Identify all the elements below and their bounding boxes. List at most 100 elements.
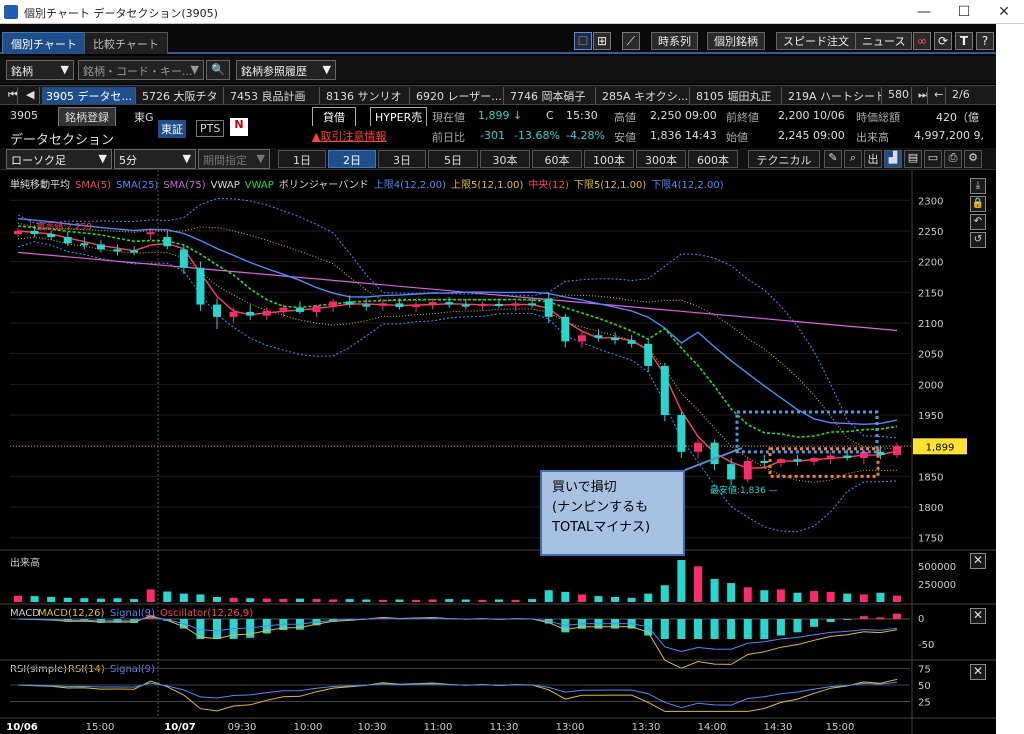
x-tick-label: 13:30 <box>632 722 661 733</box>
save-icon[interactable]: ▤ <box>904 150 922 168</box>
candle-body <box>229 311 238 317</box>
period-3d-button[interactable]: 3日 <box>378 150 426 168</box>
macd-signal-label: Signal(9) <box>110 608 155 619</box>
stock-item[interactable]: 8136 サンリオ <box>322 87 410 104</box>
stock-item[interactable]: 8105 堀田丸正 <box>692 87 782 104</box>
close-volume-panel-button[interactable]: ✕ <box>970 553 986 569</box>
y-tick-label: 2050 <box>918 350 943 361</box>
stock-item[interactable]: 219A ハートシード <box>784 87 882 104</box>
tosho-button[interactable]: 東証 <box>158 120 186 138</box>
tab-individual-chart[interactable]: 個別チャート <box>2 32 86 54</box>
first-page-icon[interactable]: ⏮ <box>4 87 18 104</box>
candle-body <box>30 230 39 235</box>
stock-item[interactable]: 3905 データセ... <box>42 87 136 104</box>
stock-item[interactable]: 5726 大阪チタ <box>138 87 224 104</box>
next-icon[interactable]: ⏭ <box>914 87 928 104</box>
print-icon[interactable]: ⎙ <box>944 150 962 168</box>
maximize-button[interactable]: ☐ <box>957 4 971 20</box>
volume-bar <box>710 578 719 602</box>
link-icon[interactable]: ∞ <box>913 32 931 50</box>
volume-bar <box>893 595 901 602</box>
volume-bar <box>760 590 769 602</box>
volume-bar <box>130 599 139 602</box>
technical-button[interactable]: テクニカル <box>748 150 820 168</box>
search-icon[interactable]: 🔍 <box>206 60 230 80</box>
stock-item[interactable]: 580 <box>884 87 912 104</box>
lending-badge: 貸借 <box>312 107 356 127</box>
price-chart[interactable]: 2300225022002150210020502000195019001850… <box>0 170 996 734</box>
trade-warning-link[interactable]: ▲取引注意情報 <box>312 130 387 143</box>
callout-line-2: (ナンピンするも <box>552 500 649 515</box>
pts-button[interactable]: PTS <box>196 120 225 137</box>
bar-chart-icon[interactable]: ▟ <box>884 150 902 168</box>
search-input[interactable]: 銘柄・コード・キー... ▼ <box>78 60 204 80</box>
stock-item[interactable]: 285A キオクシ... <box>598 87 690 104</box>
low-label: 安値 <box>614 131 636 144</box>
minimize-button[interactable]: — <box>917 4 931 20</box>
prev-icon[interactable]: ◀ <box>22 87 40 104</box>
volume-label: 出来高 <box>856 131 889 144</box>
draw-icon[interactable]: ⟋ <box>622 32 640 50</box>
folder-icon[interactable]: ▭ <box>924 150 942 168</box>
close-rsi-panel-button[interactable]: ✕ <box>970 664 986 680</box>
interval-select[interactable]: 5分 ▼ <box>114 149 196 169</box>
news-button[interactable]: ニュース <box>855 32 913 50</box>
history-select[interactable]: 銘柄参照履歴 ▼ <box>236 60 336 80</box>
rsi-tick-label: 50 <box>918 681 931 692</box>
chart-type-select[interactable]: ローソク足 ▼ <box>6 149 112 169</box>
stock-item[interactable]: 6920 レーザー... <box>412 87 504 104</box>
volume-bar <box>876 592 885 602</box>
current-label: 現在値 <box>432 111 465 124</box>
period-1d-button[interactable]: 1日 <box>278 150 326 168</box>
back-icon[interactable]: ← <box>930 87 946 104</box>
candle-body <box>246 311 255 316</box>
period-60-button[interactable]: 60本 <box>532 150 582 168</box>
macd-tick-label: 0 <box>918 614 924 625</box>
period-label: 期間指定 <box>203 154 247 167</box>
x-tick-label: 10/06 <box>6 722 38 733</box>
period-600-button[interactable]: 600本 <box>688 150 738 168</box>
stock-item[interactable]: 7746 岡本硝子 <box>506 87 596 104</box>
x-tick-label: 11:00 <box>424 722 453 733</box>
lock-icon[interactable]: 🔒 <box>970 196 986 212</box>
period-5d-button[interactable]: 5日 <box>428 150 478 168</box>
close-window-button[interactable]: ✕ <box>998 4 1010 20</box>
refresh-icon[interactable]: ⟳ <box>934 32 952 50</box>
period-300-button[interactable]: 300本 <box>636 150 686 168</box>
period-2d-button[interactable]: 2日 <box>328 150 376 168</box>
bollinger-upper-1 <box>17 222 898 450</box>
macd-signal-line <box>17 616 898 653</box>
legend-item: ボリンジャーバンド <box>278 180 369 191</box>
chart-controls: ローソク足 ▼ 5分 ▼ 期間指定 ▼ 1日 2日 3日 5日 30本 60本 100… <box>0 148 996 170</box>
chart-tool-icon[interactable]: ⤓ <box>970 178 986 194</box>
volume-bar <box>378 599 387 602</box>
stock-code: 3905 <box>10 109 38 122</box>
text-icon[interactable]: T <box>955 32 973 50</box>
legend-item: VWAP <box>244 180 274 191</box>
candle-body <box>179 249 188 268</box>
x-tick-label: 09:30 <box>228 722 257 733</box>
period-select[interactable]: 期間指定 ▼ <box>198 149 270 169</box>
settings-icon[interactable]: ⚙ <box>964 150 982 168</box>
reset-icon[interactable]: ↺ <box>970 232 986 248</box>
time-series-button[interactable]: 時系列 <box>651 32 698 50</box>
stock-item[interactable]: 7453 良品計画 <box>226 87 320 104</box>
tab-compare-chart[interactable]: 比較チャート <box>84 32 168 54</box>
individual-stock-button[interactable]: 個別銘柄 <box>707 32 765 50</box>
register-button[interactable]: 銘柄登録 <box>58 107 116 127</box>
undo-icon[interactable]: ↶ <box>970 214 986 230</box>
y-tick-label: 2250 <box>918 227 943 238</box>
speed-order-button[interactable]: スピード注文 <box>776 32 856 50</box>
volume-toggle-icon[interactable]: 出 <box>864 150 882 168</box>
help-icon[interactable]: ? <box>976 32 994 50</box>
period-30-button[interactable]: 30本 <box>480 150 530 168</box>
search-type-select[interactable]: 銘柄 ▼ <box>6 60 74 80</box>
pen-icon[interactable]: ✎ <box>824 150 842 168</box>
single-layout-icon[interactable]: ☐ <box>574 32 592 50</box>
period-100-button[interactable]: 100本 <box>584 150 634 168</box>
chevron-down-icon: ▼ <box>182 152 191 165</box>
zoom-icon[interactable]: ⌕ <box>844 150 862 168</box>
close-macd-panel-button[interactable]: ✕ <box>970 608 986 624</box>
grid-layout-icon[interactable]: ⊞ <box>593 32 611 50</box>
legend-item: SMA(25) <box>115 180 159 191</box>
